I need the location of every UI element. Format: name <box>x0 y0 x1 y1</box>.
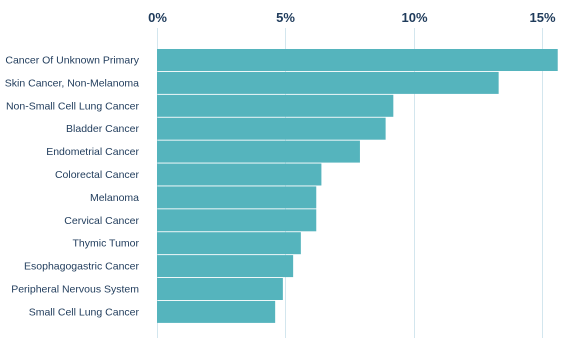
category-label: Endometrial Cancer <box>46 146 139 158</box>
x-tick-label: 0% <box>148 10 167 25</box>
category-label: Small Cell Lung Cancer <box>29 306 140 318</box>
x-axis-ticks: 0% 5% 10% 15% <box>148 10 556 25</box>
x-tick-label: 5% <box>276 10 295 25</box>
category-label: Colorectal Cancer <box>55 169 140 181</box>
bar <box>157 209 317 232</box>
bars <box>157 49 558 323</box>
bar <box>157 300 276 323</box>
category-label: Cervical Cancer <box>64 215 139 227</box>
category-label: Esophagogastric Cancer <box>24 261 139 273</box>
category-label: Melanoma <box>90 192 139 204</box>
bar <box>157 255 294 278</box>
bar <box>157 94 394 117</box>
x-tick-label: 10% <box>401 10 427 25</box>
category-label: Non-Small Cell Lung Cancer <box>6 100 140 112</box>
category-label: Cancer Of Unknown Primary <box>5 55 139 67</box>
category-label: Skin Cancer, Non-Melanoma <box>5 77 139 89</box>
category-labels: Cancer Of Unknown Primary Skin Cancer, No… <box>5 55 140 319</box>
category-label: Bladder Cancer <box>66 123 139 135</box>
bar <box>157 232 301 255</box>
category-label: Peripheral Nervous System <box>11 284 139 296</box>
bar <box>157 140 360 163</box>
bar <box>157 163 322 186</box>
category-label: Thymic Tumor <box>72 238 139 250</box>
bar <box>157 278 283 300</box>
bar <box>157 117 386 140</box>
bar <box>157 71 499 94</box>
bar <box>157 186 317 209</box>
x-tick-label: 15% <box>529 10 555 25</box>
bar <box>157 49 558 71</box>
